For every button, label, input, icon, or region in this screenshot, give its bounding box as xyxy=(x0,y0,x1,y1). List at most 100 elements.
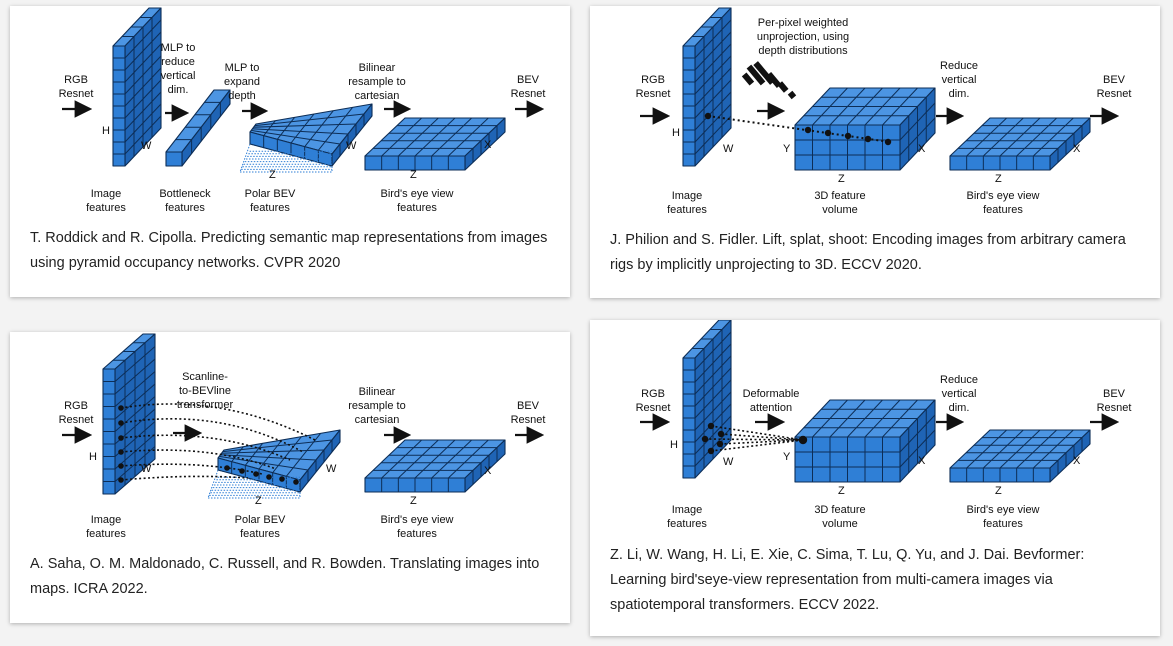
svg-text:Z: Z xyxy=(995,485,1002,497)
bird-eye-view-block xyxy=(364,439,506,493)
image-features-block xyxy=(102,333,156,495)
svg-text:BEV: BEV xyxy=(517,400,540,412)
svg-text:reduce: reduce xyxy=(161,56,195,68)
svg-text:Y: Y xyxy=(783,143,791,155)
bird-eye-view-block xyxy=(949,117,1091,171)
svg-text:RGB: RGB xyxy=(641,388,665,400)
svg-text:H: H xyxy=(670,439,678,451)
svg-text:Resnet: Resnet xyxy=(511,414,546,426)
svg-text:expand: expand xyxy=(224,76,260,88)
svg-text:vertical: vertical xyxy=(942,74,977,86)
svg-text:depth distributions: depth distributions xyxy=(758,45,848,57)
svg-text:3D feature: 3D feature xyxy=(814,190,865,202)
depth-distribution-bars xyxy=(741,61,797,100)
svg-text:vertical: vertical xyxy=(942,388,977,400)
panel-saha: RGB Resnet Scanline- to-BEVline transfor… xyxy=(10,332,570,623)
svg-text:Image: Image xyxy=(672,504,703,516)
deformable-attention-lines xyxy=(704,425,804,452)
svg-text:Resnet: Resnet xyxy=(1097,402,1132,414)
svg-text:Per-pixel weighted: Per-pixel weighted xyxy=(758,17,849,29)
svg-text:features: features xyxy=(983,204,1023,216)
svg-text:Image: Image xyxy=(672,190,703,202)
svg-text:RGB: RGB xyxy=(641,74,665,86)
svg-text:dim.: dim. xyxy=(168,84,189,96)
svg-text:Bird's eye view: Bird's eye view xyxy=(380,514,453,526)
svg-text:W: W xyxy=(141,463,152,475)
svg-text:BEV: BEV xyxy=(517,74,540,86)
image-features-block xyxy=(112,7,162,167)
svg-text:volume: volume xyxy=(822,204,857,216)
svg-text:Resnet: Resnet xyxy=(511,88,546,100)
svg-text:Scanline-: Scanline- xyxy=(182,371,228,383)
svg-text:Y: Y xyxy=(783,451,791,463)
svg-text:X: X xyxy=(484,139,492,151)
svg-text:attention: attention xyxy=(750,402,792,414)
diagram-translating-images: RGB Resnet Scanline- to-BEVline transfor… xyxy=(59,333,546,540)
caption: T. Roddick and R. Cipolla. Predicting se… xyxy=(30,230,548,271)
svg-text:vertical: vertical xyxy=(161,70,196,82)
feature-volume-block xyxy=(794,87,936,171)
svg-text:features: features xyxy=(397,202,437,214)
bird-eye-view-block xyxy=(949,429,1091,483)
svg-text:Bilinear: Bilinear xyxy=(359,386,396,398)
svg-text:unprojection, using: unprojection, using xyxy=(757,31,849,43)
svg-text:MLP to: MLP to xyxy=(225,62,260,74)
diagram-pyramid-occupancy: RGB Resnet MLP to reduce vertical dim. M… xyxy=(59,7,546,214)
svg-text:Bilinear: Bilinear xyxy=(359,62,396,74)
polar-bev-block xyxy=(207,429,341,499)
svg-text:Resnet: Resnet xyxy=(636,402,671,414)
svg-text:X: X xyxy=(1073,455,1081,467)
svg-text:features: features xyxy=(240,528,280,540)
svg-text:W: W xyxy=(723,143,734,155)
label-rgb: RGB xyxy=(64,74,88,86)
svg-text:H: H xyxy=(672,127,680,139)
svg-text:resample to: resample to xyxy=(348,76,405,88)
image-features-block xyxy=(682,320,732,479)
svg-text:dim.: dim. xyxy=(949,402,970,414)
svg-text:W: W xyxy=(723,456,734,468)
bird-eye-view-block xyxy=(364,117,506,171)
caption: J. Philion and S. Fidler. Lift, splat, s… xyxy=(610,232,1126,273)
panel-philion: RGB Resnet Per-pixel weighted unprojecti… xyxy=(590,6,1160,298)
svg-text:cartesian: cartesian xyxy=(355,414,400,426)
svg-text:features: features xyxy=(165,202,205,214)
svg-text:dim.: dim. xyxy=(949,88,970,100)
image-features-block xyxy=(682,7,732,167)
svg-text:X: X xyxy=(1073,143,1081,155)
svg-text:to-BEVline: to-BEVline xyxy=(179,385,231,397)
polar-bev-block xyxy=(239,103,373,173)
svg-text:Z: Z xyxy=(838,173,845,185)
svg-text:3D feature: 3D feature xyxy=(814,504,865,516)
panel-roddick: RGB Resnet MLP to reduce vertical dim. M… xyxy=(10,6,570,297)
svg-text:Z: Z xyxy=(410,495,417,507)
svg-text:Bottleneck: Bottleneck xyxy=(159,188,211,200)
svg-text:Reduce: Reduce xyxy=(940,60,978,72)
svg-text:X: X xyxy=(918,143,926,155)
panel-bevformer: RGB Resnet Deformable attention Reduce v… xyxy=(590,320,1160,636)
svg-text:Resnet: Resnet xyxy=(636,88,671,100)
svg-text:Z: Z xyxy=(410,169,417,181)
svg-text:X: X xyxy=(918,455,926,467)
svg-text:depth: depth xyxy=(228,90,256,102)
svg-text:features: features xyxy=(86,202,126,214)
svg-text:H: H xyxy=(102,125,110,137)
svg-text:Polar BEV: Polar BEV xyxy=(235,514,286,526)
svg-text:W: W xyxy=(326,463,337,475)
svg-text:features: features xyxy=(397,528,437,540)
bottleneck-block xyxy=(165,89,231,167)
label-resnet: Resnet xyxy=(59,88,94,100)
svg-text:MLP to: MLP to xyxy=(161,42,196,54)
svg-text:H: H xyxy=(89,451,97,463)
svg-text:features: features xyxy=(983,518,1023,530)
svg-text:BEV: BEV xyxy=(1103,74,1126,86)
svg-text:Reduce: Reduce xyxy=(940,374,978,386)
svg-text:features: features xyxy=(667,204,707,216)
svg-text:Z: Z xyxy=(269,169,276,181)
svg-text:Bird's eye view: Bird's eye view xyxy=(380,188,453,200)
svg-text:Resnet: Resnet xyxy=(59,414,94,426)
unprojection-ray xyxy=(704,112,892,146)
svg-text:Z: Z xyxy=(995,173,1002,185)
scanline-attention xyxy=(120,403,316,481)
diagram-lift-splat-shoot: RGB Resnet Per-pixel weighted unprojecti… xyxy=(636,7,1131,216)
caption: Z. Li, W. Wang, H. Li, E. Xie, C. Sima, … xyxy=(610,547,1085,613)
